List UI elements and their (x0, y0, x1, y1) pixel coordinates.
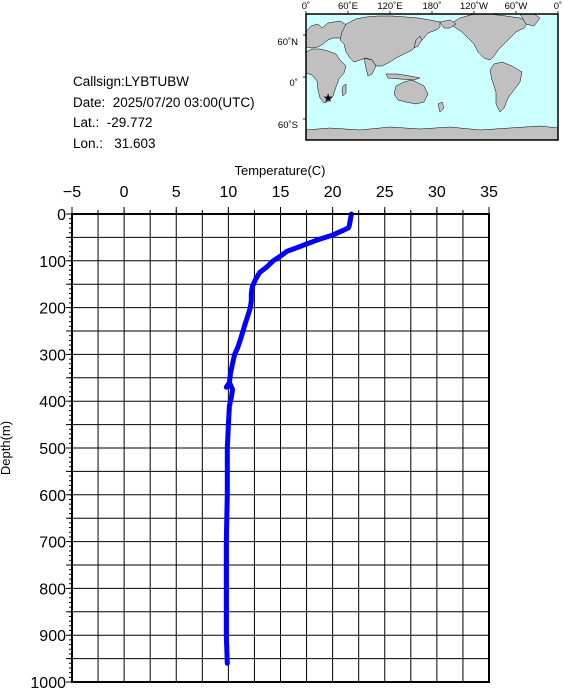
map-left-labels: 60˚N 0˚ 60˚S (277, 37, 298, 131)
y-tick-label: 500 (39, 441, 66, 458)
x-tick-labels: −5 0 5 10 15 20 25 30 35 (63, 184, 498, 201)
map-lon-label: 120˚E (377, 1, 402, 12)
callsign-text: Callsign:LYBTUBW (73, 74, 190, 89)
float-info: Callsign:LYBTUBW Date: 2025/07/20 03:00(… (73, 72, 255, 154)
land-africa (305, 48, 347, 104)
y-tick-label: 400 (39, 394, 66, 411)
x-tick-label: 15 (272, 184, 290, 201)
longitude-text: Lon.: 31.603 (73, 135, 156, 151)
x-tick-label: 20 (324, 184, 342, 201)
land-madagascar (341, 83, 347, 97)
y-tick-label: 800 (39, 581, 66, 598)
map-lon-label: 180˚ (422, 1, 441, 12)
map-lon-label: 60˚E (338, 1, 358, 12)
map-lon-label: 0˚ (554, 1, 562, 12)
land-new-zealand (437, 101, 445, 113)
map-lat-label: 0˚ (290, 78, 298, 89)
map-land (305, 13, 559, 141)
y-tick-label: 1000 (30, 675, 66, 690)
map-lat-label: 60˚N (277, 37, 298, 48)
land-alaska (439, 19, 457, 29)
x-axis-label: Temperature(C) (234, 163, 325, 178)
map-ticks (303, 11, 559, 120)
latitude-text: Lat.: -29.772 (73, 115, 153, 130)
map-lon-label: 60˚W (505, 1, 528, 12)
grid-lines (71, 213, 490, 683)
map-lon-label: 120˚W (460, 1, 488, 12)
location-map: 0˚ 60˚E 120˚E 180˚ 120˚W 60˚W 0˚ 60˚N 0˚… (277, 1, 562, 141)
y-tick-label: 900 (39, 628, 66, 645)
temperature-profile-line (223, 211, 354, 666)
plot-frame (71, 213, 490, 683)
y-tick-label: 300 (39, 347, 66, 364)
x-tick-label: 25 (376, 184, 394, 201)
land-indonesia (385, 73, 421, 81)
y-tick-label: 600 (39, 488, 66, 505)
map-top-labels: 0˚ 60˚E 120˚E 180˚ 120˚W 60˚W 0˚ (302, 1, 562, 12)
y-tick-label: 200 (39, 301, 66, 318)
land-japan (413, 35, 423, 49)
x-tick-label: −5 (63, 184, 81, 201)
date-text: Date: 2025/07/20 03:00(UTC) (73, 94, 255, 110)
land-asia (339, 15, 441, 67)
land-australia (393, 79, 429, 105)
y-tick-label: 0 (57, 207, 66, 224)
x-tick-label: 0 (120, 184, 129, 201)
land-south-america (489, 61, 523, 113)
land-india (363, 57, 377, 77)
map-lon-label: 0˚ (302, 1, 310, 12)
y-tick-label: 100 (39, 254, 66, 271)
location-marker-icon: ★ (323, 91, 334, 105)
x-tick-label: 5 (172, 184, 181, 201)
y-tick-labels: 0 100 200 300 400 500 600 700 800 900 1000 (30, 207, 66, 690)
x-tick-label: 35 (480, 184, 498, 201)
x-tick-label: 10 (219, 184, 237, 201)
y-tick-label: 700 (39, 535, 66, 552)
map-lat-label: 60˚S (278, 120, 298, 131)
x-tick-label: 30 (428, 184, 446, 201)
y-axis-label: Depth(m) (0, 421, 13, 475)
